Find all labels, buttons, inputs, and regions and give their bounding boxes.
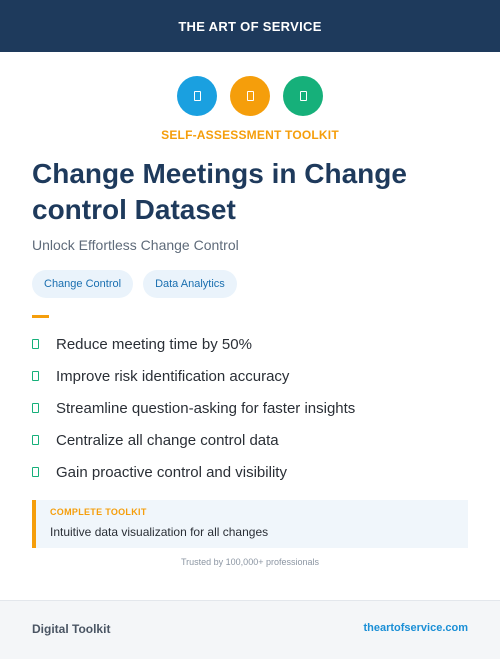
benefit-text: Improve risk identification accuracy: [56, 367, 290, 385]
accent-divider: [32, 315, 49, 318]
page-title: Change Meetings in Change control Datase…: [32, 158, 407, 225]
brand-name: THE ART OF SERVICE: [178, 18, 322, 34]
tag-list: Change Control Data Analytics: [32, 270, 237, 298]
benefit-text: Reduce meeting time by 50%: [56, 335, 252, 353]
checkbox-icon: [32, 371, 39, 381]
callout-text: Intuitive data visualization for all cha…: [50, 525, 269, 539]
benefit-text: Centralize all change control data: [56, 431, 279, 449]
subtitle: Unlock Effortless Change Control: [32, 237, 239, 253]
tag-data-analytics: Data Analytics: [143, 270, 237, 298]
benefit-text: Streamline question-asking for faster in…: [56, 399, 356, 417]
list-item: Centralize all change control data: [32, 424, 472, 456]
footer-label: Digital Toolkit: [32, 622, 111, 636]
list-item: Gain proactive control and visibility: [32, 456, 472, 488]
document-icon: [177, 76, 217, 116]
document-icon: [283, 76, 323, 116]
checkbox-icon: [32, 467, 39, 477]
top-banner: THE ART OF SERVICE: [0, 0, 500, 52]
website-link[interactable]: theartofservice.com: [363, 622, 468, 634]
toolkit-callout: COMPLETE TOOLKIT Intuitive data visualiz…: [32, 500, 468, 548]
document-icon: [230, 76, 270, 116]
checkbox-icon: [32, 339, 39, 349]
checkbox-icon: [32, 403, 39, 413]
callout-label: COMPLETE TOOLKIT: [50, 507, 147, 517]
list-item: Reduce meeting time by 50%: [32, 328, 472, 360]
icon-row: [0, 76, 500, 116]
list-item: Streamline question-asking for faster in…: [32, 392, 472, 424]
benefit-text: Gain proactive control and visibility: [56, 463, 287, 481]
trust-note: Trusted by 100,000+ professionals: [180, 557, 319, 567]
tag-change-control: Change Control: [32, 270, 134, 298]
footer: Digital Toolkit theartofservice.com: [0, 600, 500, 659]
kicker-label: SELF-ASSESSMENT TOOLKIT: [161, 128, 339, 142]
checkbox-icon: [32, 435, 39, 445]
list-item: Improve risk identification accuracy: [32, 360, 472, 392]
benefit-list: Reduce meeting time by 50% Improve risk …: [32, 328, 472, 488]
